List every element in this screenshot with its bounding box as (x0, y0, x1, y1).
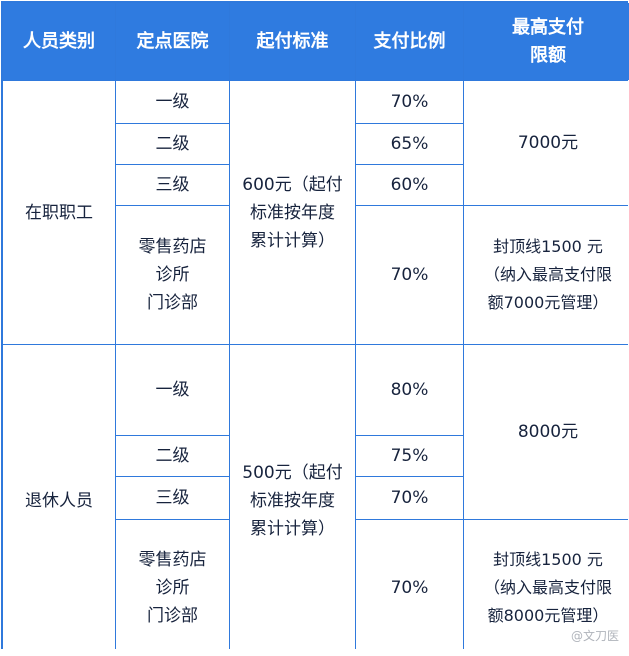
header-ratio: 支付比例 (356, 3, 463, 80)
employed-ratio-2: 65% (356, 124, 463, 164)
retired-ratio-3: 70% (356, 477, 463, 519)
header-hospital: 定点医院 (116, 3, 229, 80)
retired-ratio-2: 75% (356, 436, 463, 476)
employed-category: 在职职工 (3, 81, 115, 344)
retired-ratio-1: 80% (356, 345, 463, 435)
employed-level-1: 一级 (116, 81, 229, 123)
employed-ratio-retail: 70% (356, 206, 463, 344)
header-category: 人员类别 (3, 3, 115, 80)
employed-ratio-1: 70% (356, 81, 463, 123)
header-limit: 最高支付 限额 (464, 3, 629, 80)
employed-level-2: 二级 (116, 124, 229, 164)
retired-level-2: 二级 (116, 436, 229, 476)
employed-limit: 7000元 (464, 81, 629, 205)
watermark: @文刀医 (571, 627, 619, 644)
employed-level-3: 三级 (116, 165, 229, 205)
employed-retail-limit: 封顶线1500 元 （纳入最高支付限 额7000元管理） (464, 206, 629, 344)
retired-ratio-retail: 70% (356, 520, 463, 656)
header-deductible: 起付标准 (230, 3, 355, 80)
retired-category: 退休人员 (3, 345, 115, 656)
retired-level-1: 一级 (116, 345, 229, 435)
employed-deductible: 600元（起付 标准按年度 累计计算） (230, 81, 355, 344)
retired-limit: 8000元 (464, 345, 629, 519)
retired-level-3: 三级 (116, 477, 229, 519)
employed-ratio-3: 60% (356, 165, 463, 205)
retired-level-retail: 零售药店 诊所 门诊部 (116, 520, 229, 656)
retired-deductible: 500元（起付 标准按年度 累计计算） (230, 345, 355, 656)
employed-level-retail: 零售药店 诊所 门诊部 (116, 206, 229, 344)
